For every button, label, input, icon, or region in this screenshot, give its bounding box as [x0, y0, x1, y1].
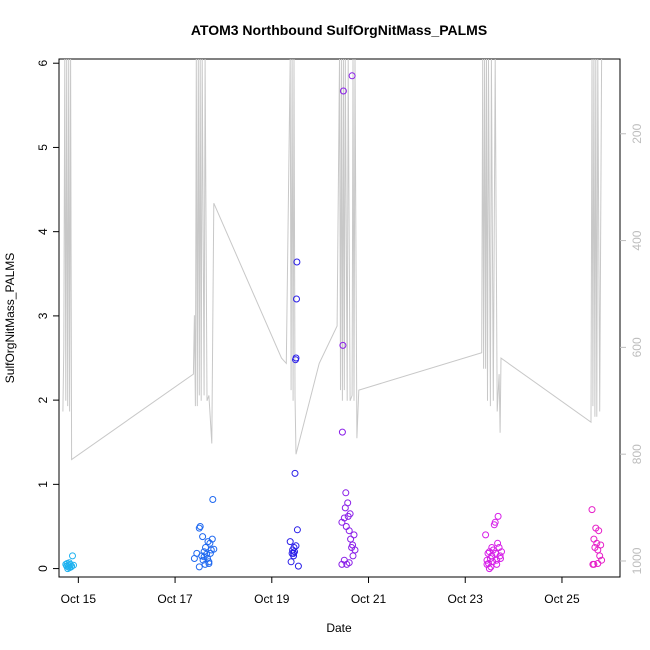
data-point	[482, 531, 490, 539]
data-point	[348, 72, 356, 80]
data-point	[485, 565, 493, 573]
y-tick-label: 2	[36, 396, 50, 403]
data-point	[346, 510, 354, 518]
data-point	[594, 546, 602, 554]
data-point	[338, 428, 346, 436]
data-point	[590, 535, 598, 543]
data-point	[498, 548, 505, 556]
data-point	[351, 546, 359, 554]
data-point	[290, 552, 298, 560]
data-point	[208, 535, 216, 543]
data-point	[590, 560, 598, 568]
data-point	[497, 555, 504, 562]
altitude-layer	[62, 58, 603, 461]
y2-tick-label: 200	[630, 123, 644, 143]
series-5	[588, 506, 606, 568]
data-point	[344, 499, 352, 507]
points-layer	[62, 72, 606, 573]
data-point	[493, 560, 501, 568]
y-tick-label: 0	[36, 565, 50, 572]
data-point	[339, 341, 347, 349]
data-point	[199, 533, 207, 541]
x-tick-label: Oct 15	[61, 592, 97, 606]
y2-tick-label: 600	[630, 337, 644, 357]
data-point	[287, 558, 295, 566]
data-point	[588, 506, 596, 514]
data-point	[205, 560, 213, 567]
data-point	[206, 549, 214, 557]
data-point	[491, 518, 499, 526]
data-point	[292, 354, 300, 362]
data-point	[210, 545, 218, 553]
data-point	[290, 549, 298, 557]
data-point	[595, 527, 603, 535]
series-0	[62, 552, 77, 573]
data-point	[293, 295, 300, 303]
data-point	[339, 87, 347, 95]
data-point	[493, 556, 501, 564]
series-1	[190, 496, 218, 571]
data-point	[350, 531, 358, 539]
data-point	[598, 556, 606, 564]
data-point	[69, 552, 76, 560]
y-tick-label: 5	[36, 144, 50, 151]
data-point	[202, 544, 209, 551]
chart-title: ATOM3 Northbound SulfOrgNitMass_PALMS	[191, 22, 487, 38]
data-point	[342, 523, 350, 530]
data-point	[593, 539, 601, 547]
data-point	[338, 560, 346, 568]
data-point	[494, 512, 502, 520]
data-point	[340, 514, 348, 522]
data-point	[342, 489, 350, 497]
x-tick-label: Oct 21	[351, 592, 387, 606]
data-point	[293, 258, 301, 266]
data-point	[65, 559, 73, 567]
data-point	[196, 523, 204, 530]
series-2	[286, 258, 302, 570]
y2-tick-label: 400	[630, 230, 644, 250]
y-axis: 0 1 2 3 4 5 6	[36, 60, 59, 572]
x-tick-label: Oct 25	[544, 592, 580, 606]
x-tick-label: Oct 17	[157, 592, 193, 606]
series-3	[338, 72, 359, 568]
x-axis-label: Date	[326, 621, 352, 635]
data-point	[345, 527, 353, 535]
y2-axis: 200 400 600 800 1000	[620, 123, 644, 574]
data-point	[488, 544, 496, 551]
y-tick-label: 6	[36, 60, 50, 67]
series-4	[482, 512, 505, 573]
data-point	[286, 538, 294, 546]
data-point	[291, 469, 299, 477]
data-point	[195, 563, 203, 571]
y2-tick-label: 1000	[630, 547, 644, 574]
y-tick-label: 1	[36, 481, 50, 488]
data-point	[200, 553, 208, 561]
x-tick-label: Oct 19	[254, 592, 290, 606]
data-point	[347, 535, 355, 543]
data-point	[494, 539, 502, 547]
data-point	[292, 542, 300, 550]
data-point	[294, 562, 302, 570]
y-tick-label: 3	[36, 312, 50, 319]
data-point	[204, 555, 211, 562]
data-point	[349, 552, 357, 560]
altitude-line	[62, 58, 603, 461]
y-tick-label: 4	[36, 228, 50, 235]
x-axis: Oct 15 Oct 17 Oct 19 Oct 21 Oct 23 Oct 25	[61, 576, 580, 606]
data-point	[209, 496, 217, 503]
y-axis-label: SulfOrgNitMass_PALMS	[3, 253, 17, 383]
x-tick-label: Oct 23	[448, 592, 484, 606]
y2-tick-label: 800	[630, 444, 644, 464]
data-point	[293, 526, 301, 534]
data-point	[597, 541, 605, 549]
data-point	[496, 552, 504, 560]
data-point	[345, 559, 353, 567]
